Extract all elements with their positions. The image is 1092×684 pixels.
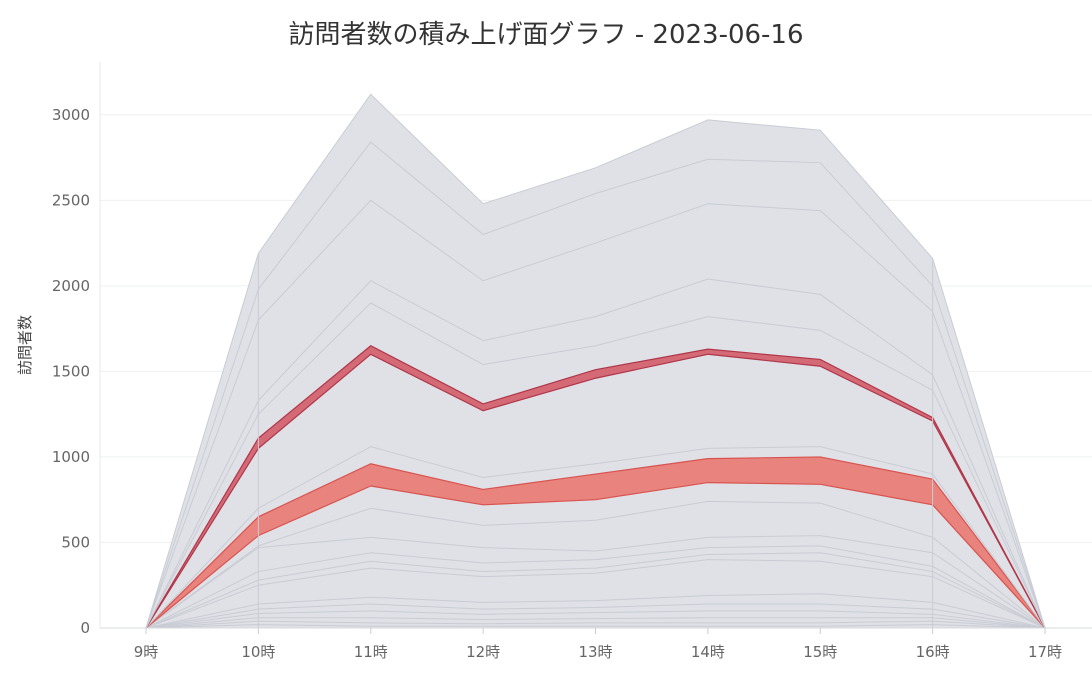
area-band [146, 501, 1045, 628]
series-line [145, 593, 1046, 629]
series-line [145, 199, 1046, 629]
y-tick-label: 500 [61, 533, 90, 551]
y-tick-label: 0 [80, 619, 90, 637]
series-line [145, 624, 1046, 629]
area-band [146, 604, 1045, 628]
series-line [145, 345, 1046, 629]
area-band [146, 559, 1045, 628]
series-line [145, 603, 1046, 629]
series-lines [145, 93, 1046, 629]
area-band [146, 545, 1045, 628]
series-line [145, 535, 1046, 629]
x-tick-label: 15時 [803, 643, 837, 661]
series-line [145, 559, 1046, 629]
x-tick-labels: 9時 10時 11時 12時 13時 14時 15時 16時 17時 [134, 628, 1062, 661]
y-tick-label: 2000 [52, 277, 90, 295]
area-band [146, 200, 1045, 628]
series-line [145, 610, 1046, 629]
area-band [146, 593, 1045, 628]
series-line [145, 552, 1046, 629]
area-band [146, 354, 1045, 628]
series-line [145, 617, 1046, 629]
series-line [145, 302, 1046, 629]
series-line [145, 620, 1046, 629]
chart-title: 訪問者数の積み上げ面グラフ - 2023-06-16 [288, 20, 804, 50]
y-tick-label: 3000 [52, 106, 90, 124]
x-tick-label: 13時 [578, 643, 612, 661]
y-tick-label: 1000 [52, 448, 90, 466]
x-tick-label: 10時 [241, 643, 275, 661]
series-line [145, 481, 1046, 629]
area-band [146, 142, 1045, 628]
y-tick-label: 2500 [52, 191, 90, 209]
series-line [145, 141, 1046, 629]
series-line [145, 500, 1046, 629]
area-band [146, 302, 1045, 628]
x-tick-label: 16時 [916, 643, 950, 661]
series-line [145, 353, 1046, 629]
series-line [145, 456, 1046, 629]
area-band [146, 610, 1045, 628]
x-tick-label: 12時 [466, 643, 500, 661]
y-tick-label: 1500 [52, 362, 90, 380]
series-line [145, 545, 1046, 629]
x-tick-label: 11時 [354, 643, 388, 661]
area-band [146, 482, 1045, 628]
series-line [145, 93, 1046, 629]
area-band [146, 535, 1045, 628]
x-tick-label: 17時 [1028, 643, 1062, 661]
y-tick-labels: 0 500 1000 1500 2000 2500 3000 [52, 106, 90, 637]
x-tick-label: 9時 [134, 643, 159, 661]
area-bands [146, 94, 1045, 628]
series-line [145, 446, 1046, 629]
y-axis-title: 訪問者数 [16, 315, 34, 375]
series-line [145, 278, 1046, 629]
highlighted-area-band [146, 456, 1045, 628]
x-tick-label: 14時 [691, 643, 725, 661]
